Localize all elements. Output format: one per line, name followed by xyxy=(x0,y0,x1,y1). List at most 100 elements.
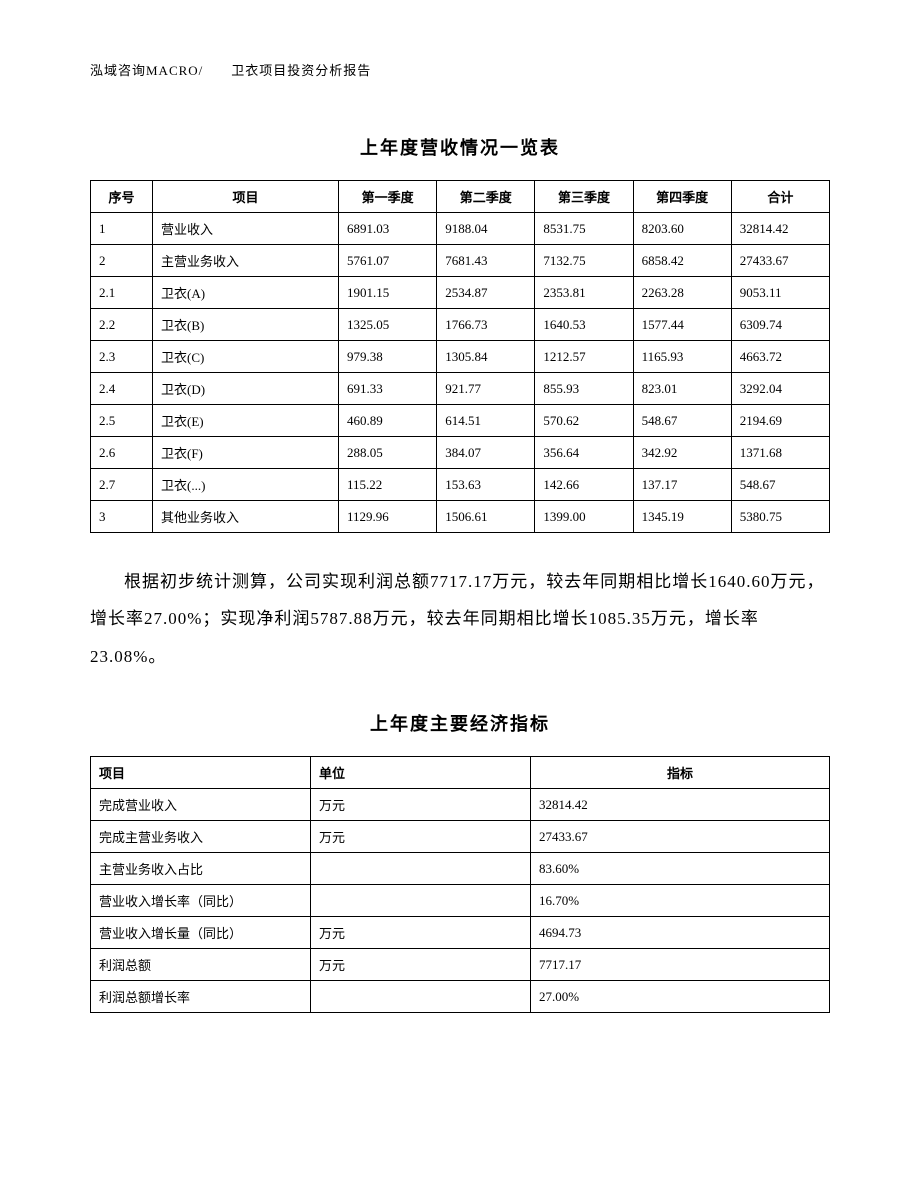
cell: 342.92 xyxy=(633,437,731,469)
cell: 137.17 xyxy=(633,469,731,501)
col-q1: 第一季度 xyxy=(339,181,437,213)
cell: 979.38 xyxy=(339,341,437,373)
cell: 32814.42 xyxy=(731,213,829,245)
cell: 2.7 xyxy=(91,469,153,501)
cell: 691.33 xyxy=(339,373,437,405)
cell: 营业收入增长率（同比） xyxy=(91,885,311,917)
cell: 1345.19 xyxy=(633,501,731,533)
cell: 7132.75 xyxy=(535,245,633,277)
cell: 2534.87 xyxy=(437,277,535,309)
indicators-table: 项目 单位 指标 完成营业收入万元32814.42 完成主营业务收入万元2743… xyxy=(90,756,830,1013)
cell: 32814.42 xyxy=(531,789,830,821)
cell: 万元 xyxy=(311,949,531,981)
cell: 1506.61 xyxy=(437,501,535,533)
table-row: 2.1卫衣(A)1901.152534.872353.812263.289053… xyxy=(91,277,830,309)
cell: 1 xyxy=(91,213,153,245)
cell: 卫衣(B) xyxy=(153,309,339,341)
cell: 营业收入增长量（同比） xyxy=(91,917,311,949)
table-row: 主营业务收入占比 83.60% xyxy=(91,853,830,885)
cell: 主营业务收入 xyxy=(153,245,339,277)
table-header-row: 序号 项目 第一季度 第二季度 第三季度 第四季度 合计 xyxy=(91,181,830,213)
cell: 823.01 xyxy=(633,373,731,405)
table-row: 2主营业务收入5761.077681.437132.756858.4227433… xyxy=(91,245,830,277)
cell: 2.6 xyxy=(91,437,153,469)
cell: 1901.15 xyxy=(339,277,437,309)
cell: 卫衣(...) xyxy=(153,469,339,501)
cell: 8531.75 xyxy=(535,213,633,245)
cell: 3292.04 xyxy=(731,373,829,405)
cell: 1399.00 xyxy=(535,501,633,533)
table-row: 营业收入增长率（同比）16.70% xyxy=(91,885,830,917)
cell: 营业收入 xyxy=(153,213,339,245)
table-row: 2.6卫衣(F)288.05384.07356.64342.921371.68 xyxy=(91,437,830,469)
table2-title: 上年度主要经济指标 xyxy=(90,710,830,736)
cell: 利润总额增长率 xyxy=(91,981,311,1013)
cell: 142.66 xyxy=(535,469,633,501)
cell: 1766.73 xyxy=(437,309,535,341)
cell xyxy=(311,853,531,885)
col-total: 合计 xyxy=(731,181,829,213)
cell: 4694.73 xyxy=(531,917,830,949)
col-item: 项目 xyxy=(91,757,311,789)
col-value: 指标 xyxy=(531,757,830,789)
cell: 1165.93 xyxy=(633,341,731,373)
cell: 卫衣(D) xyxy=(153,373,339,405)
cell: 1212.57 xyxy=(535,341,633,373)
cell: 548.67 xyxy=(731,469,829,501)
cell: 1577.44 xyxy=(633,309,731,341)
cell: 2.4 xyxy=(91,373,153,405)
table-row: 完成主营业务收入万元27433.67 xyxy=(91,821,830,853)
table-row: 3其他业务收入1129.961506.611399.001345.195380.… xyxy=(91,501,830,533)
table-row: 利润总额万元7717.17 xyxy=(91,949,830,981)
cell: 2.1 xyxy=(91,277,153,309)
cell: 1325.05 xyxy=(339,309,437,341)
cell: 9188.04 xyxy=(437,213,535,245)
cell: 主营业务收入占比 xyxy=(91,853,311,885)
cell: 83.60% xyxy=(531,853,830,885)
col-q2: 第二季度 xyxy=(437,181,535,213)
cell: 7717.17 xyxy=(531,949,830,981)
col-q3: 第三季度 xyxy=(535,181,633,213)
revenue-table: 序号 项目 第一季度 第二季度 第三季度 第四季度 合计 1营业收入6891.0… xyxy=(90,180,830,533)
cell: 153.63 xyxy=(437,469,535,501)
cell: 完成营业收入 xyxy=(91,789,311,821)
cell: 利润总额 xyxy=(91,949,311,981)
cell: 6309.74 xyxy=(731,309,829,341)
col-item: 项目 xyxy=(153,181,339,213)
cell: 384.07 xyxy=(437,437,535,469)
table-row: 完成营业收入万元32814.42 xyxy=(91,789,830,821)
table1-title: 上年度营收情况一览表 xyxy=(90,134,830,160)
cell: 卫衣(A) xyxy=(153,277,339,309)
cell: 7681.43 xyxy=(437,245,535,277)
cell: 万元 xyxy=(311,917,531,949)
cell: 1371.68 xyxy=(731,437,829,469)
cell: 2 xyxy=(91,245,153,277)
cell: 6891.03 xyxy=(339,213,437,245)
cell: 27.00% xyxy=(531,981,830,1013)
cell: 1305.84 xyxy=(437,341,535,373)
cell: 2263.28 xyxy=(633,277,731,309)
cell: 其他业务收入 xyxy=(153,501,339,533)
cell: 2194.69 xyxy=(731,405,829,437)
table-row: 2.7卫衣(...)115.22153.63142.66137.17548.67 xyxy=(91,469,830,501)
analysis-paragraph: 根据初步统计测算，公司实现利润总额7717.17万元，较去年同期相比增长1640… xyxy=(90,563,830,675)
cell: 570.62 xyxy=(535,405,633,437)
cell: 356.64 xyxy=(535,437,633,469)
table2-body: 完成营业收入万元32814.42 完成主营业务收入万元27433.67 主营业务… xyxy=(91,789,830,1013)
cell: 2353.81 xyxy=(535,277,633,309)
cell: 6858.42 xyxy=(633,245,731,277)
cell: 27433.67 xyxy=(731,245,829,277)
cell: 万元 xyxy=(311,789,531,821)
cell: 卫衣(E) xyxy=(153,405,339,437)
cell: 614.51 xyxy=(437,405,535,437)
col-seq: 序号 xyxy=(91,181,153,213)
table-row: 利润总额增长率 27.00% xyxy=(91,981,830,1013)
cell: 5380.75 xyxy=(731,501,829,533)
table-row: 2.4卫衣(D)691.33921.77855.93823.013292.04 xyxy=(91,373,830,405)
cell: 2.2 xyxy=(91,309,153,341)
cell: 460.89 xyxy=(339,405,437,437)
cell: 5761.07 xyxy=(339,245,437,277)
cell: 1640.53 xyxy=(535,309,633,341)
col-unit: 单位 xyxy=(311,757,531,789)
cell: 115.22 xyxy=(339,469,437,501)
